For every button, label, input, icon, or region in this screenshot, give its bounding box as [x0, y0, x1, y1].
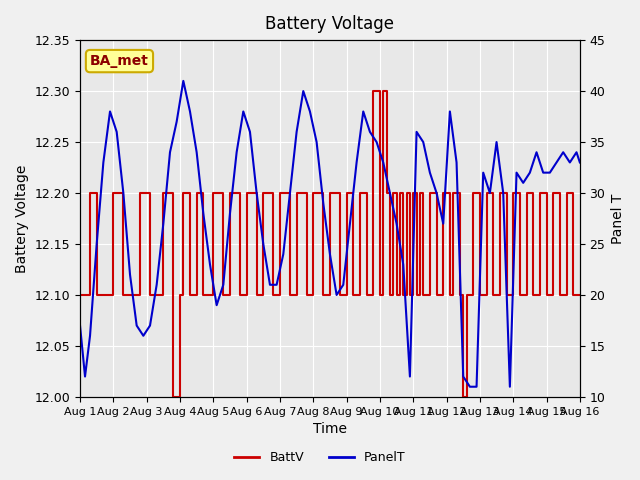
PanelT — [300, 88, 307, 94]
PanelT — [286, 190, 294, 196]
BattV — [76, 292, 84, 298]
BattV — [363, 190, 371, 196]
BattV — [170, 394, 177, 400]
PanelT — [253, 190, 260, 196]
Line: PanelT: PanelT — [80, 81, 580, 387]
PanelT — [173, 119, 180, 124]
BattV — [243, 190, 250, 196]
Y-axis label: Battery Voltage: Battery Voltage — [15, 164, 29, 273]
PanelT — [360, 108, 367, 114]
PanelT — [179, 78, 187, 84]
BattV — [243, 292, 250, 298]
Text: BA_met: BA_met — [90, 54, 149, 68]
Y-axis label: Panel T: Panel T — [611, 193, 625, 244]
PanelT — [76, 323, 84, 328]
BattV — [576, 292, 584, 298]
X-axis label: Time: Time — [313, 422, 347, 436]
BattV — [200, 292, 207, 298]
BattV — [179, 292, 187, 298]
Title: Battery Voltage: Battery Voltage — [266, 15, 394, 33]
Legend: BattV, PanelT: BattV, PanelT — [229, 446, 411, 469]
PanelT — [576, 159, 584, 165]
BattV — [369, 88, 377, 94]
PanelT — [246, 129, 254, 135]
BattV — [426, 190, 434, 196]
Line: BattV: BattV — [80, 91, 580, 397]
PanelT — [466, 384, 474, 390]
